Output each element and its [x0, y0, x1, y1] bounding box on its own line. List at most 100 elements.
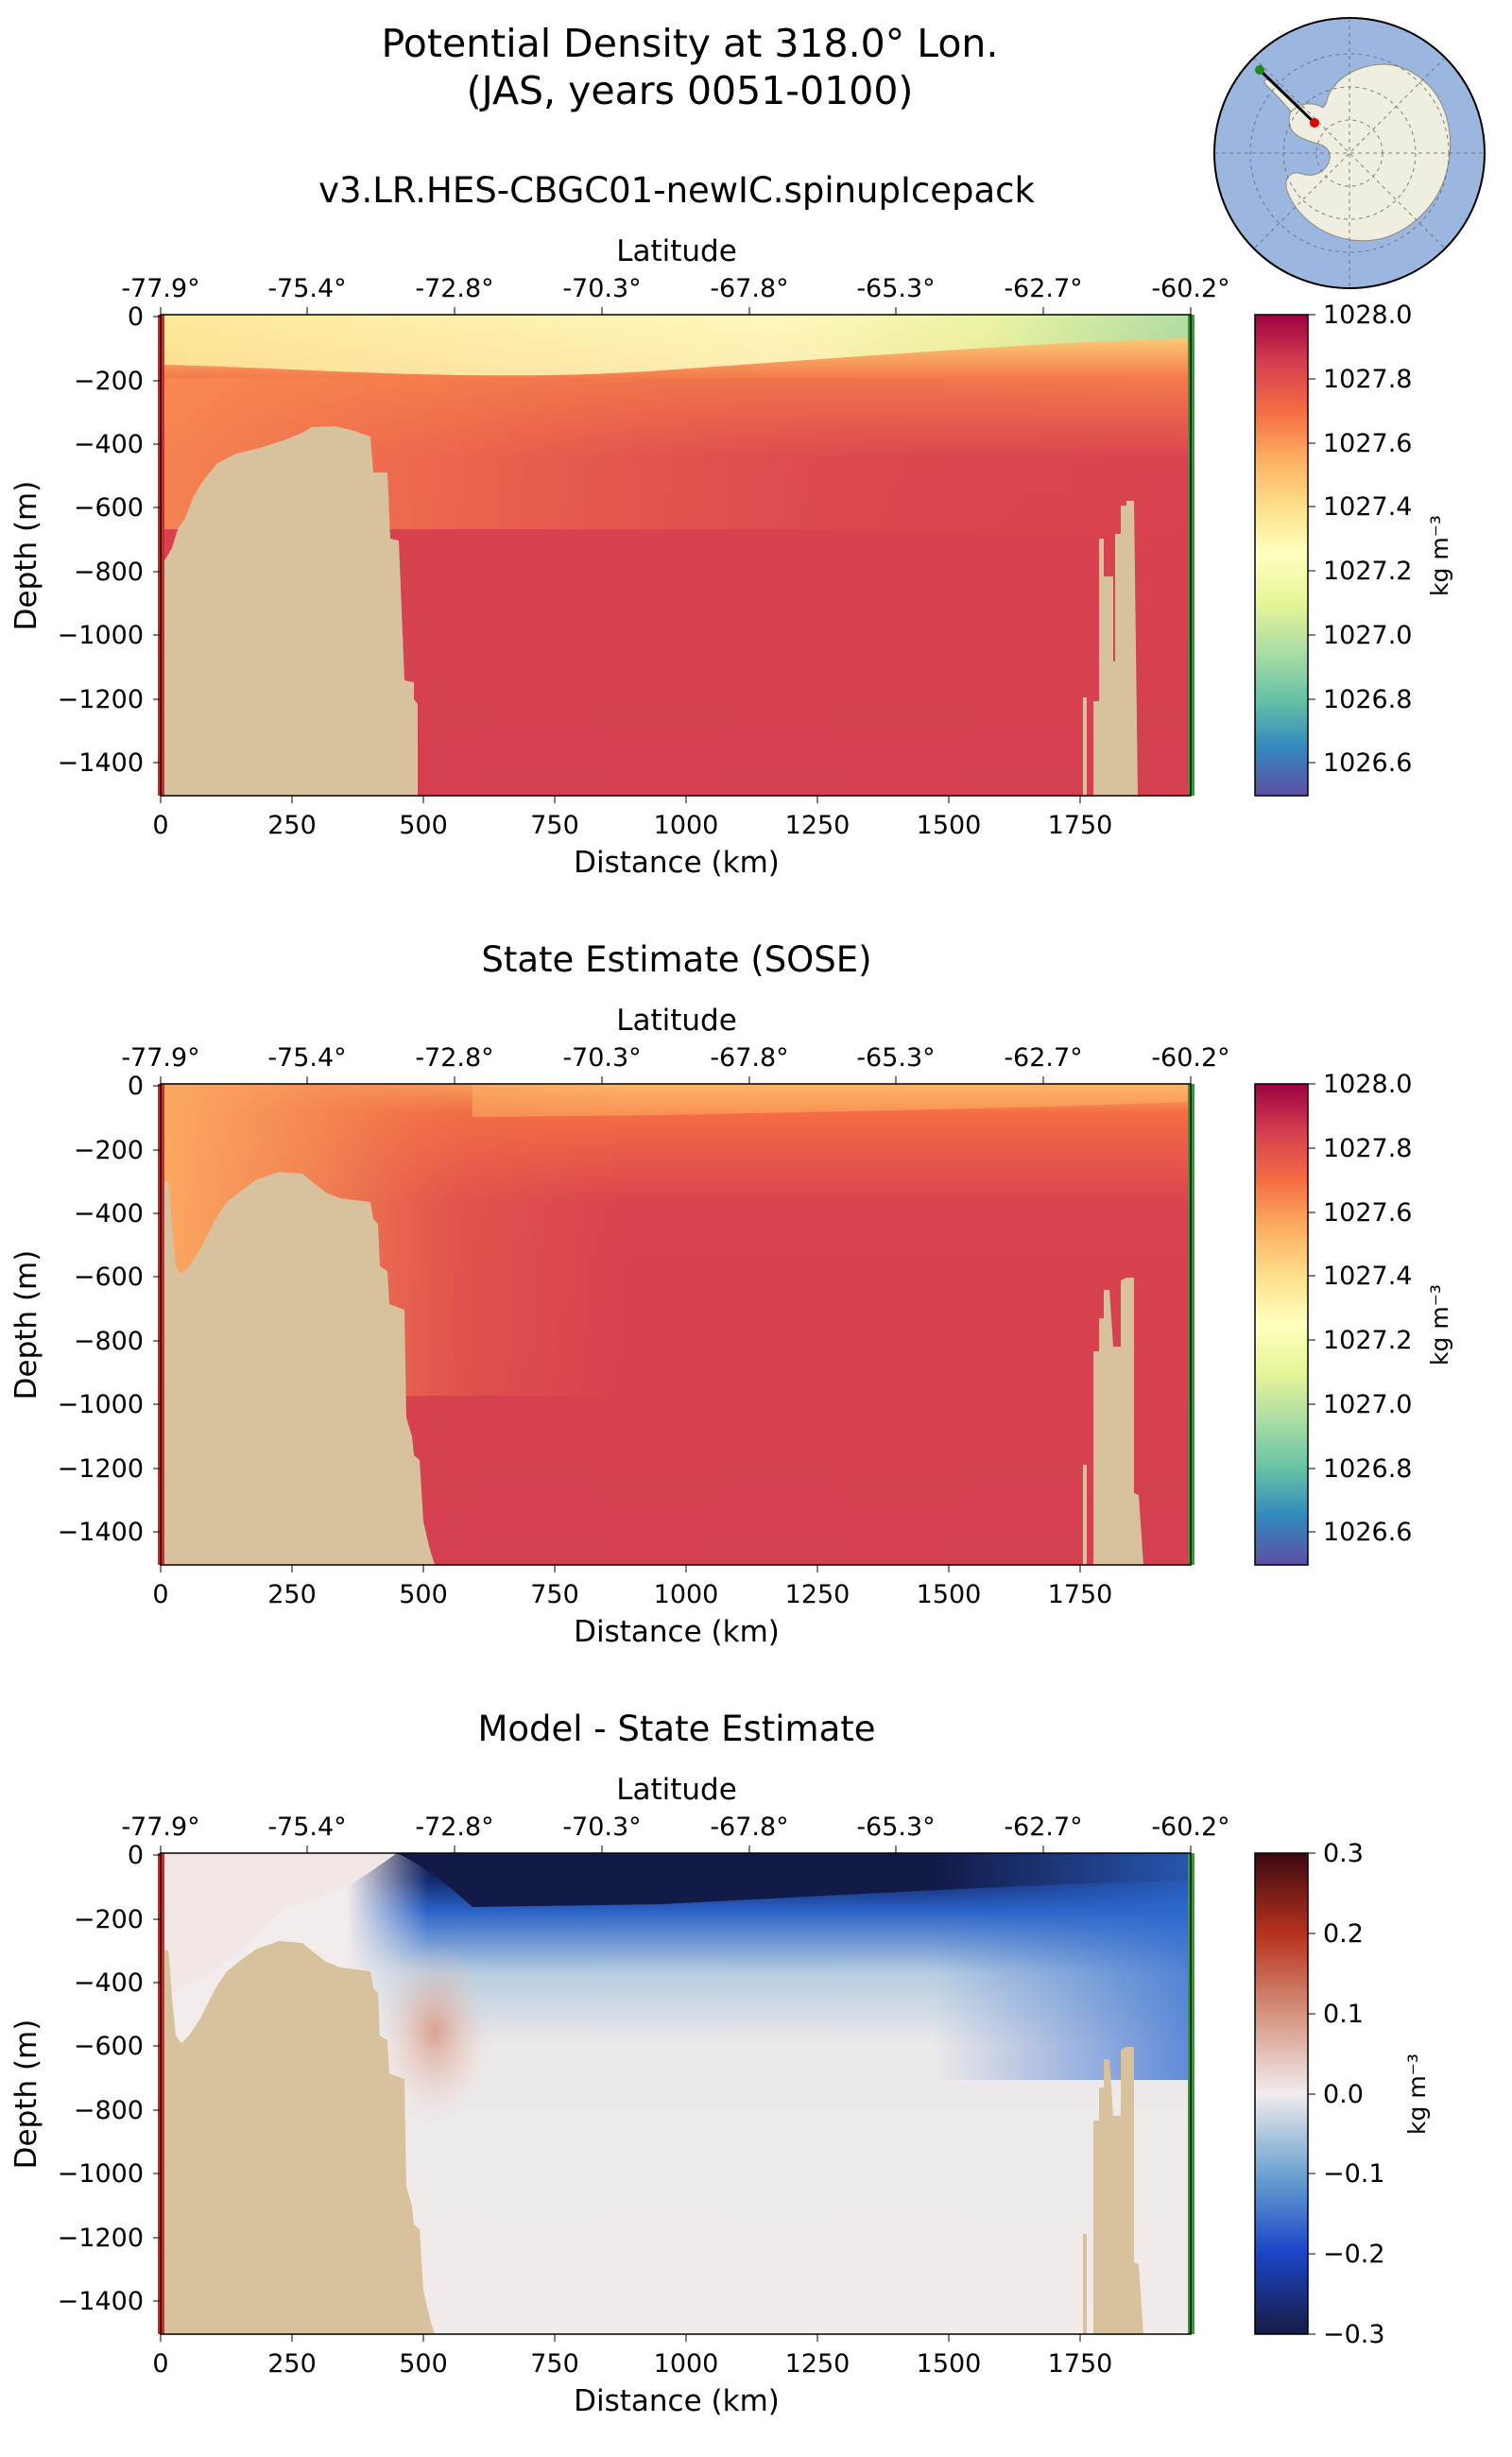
cb-tick: 0.2 [1308, 1919, 1364, 1949]
panel-diff-title: Model - State Estimate [477, 1709, 875, 1749]
panel-sose-lat-label: Latitude [616, 1004, 737, 1038]
cb-tick: 1027.6 [1308, 429, 1412, 458]
lat-tick: -77.9° [121, 1813, 200, 1853]
y-tick: −400 [74, 1199, 161, 1228]
y-tick: 0 [128, 1841, 161, 1870]
lat-tick: -75.4° [267, 1813, 347, 1853]
panel-diff-lat-label: Latitude [616, 1773, 737, 1807]
y-tick: −400 [74, 1968, 161, 1998]
cb-tick: 0.1 [1308, 2000, 1364, 2029]
y-tick: −1200 [58, 1454, 161, 1484]
cb-tick: 1026.6 [1308, 1518, 1412, 1547]
lat-tick: -62.7° [1004, 274, 1083, 315]
lat-tick: -67.8° [710, 1043, 789, 1084]
svg-text:−0.1: −0.1 [1323, 2159, 1385, 2189]
svg-text:1027.8: 1027.8 [1323, 365, 1412, 394]
panel-diff-xlabel: Distance (km) [574, 2384, 780, 2418]
panel-sose-ridge [1083, 1278, 1143, 1565]
svg-text:0: 0 [128, 1841, 144, 1870]
svg-text:1500: 1500 [917, 1580, 982, 1609]
cb-tick: 1027.2 [1308, 557, 1412, 586]
x-tick: 500 [399, 1565, 448, 1609]
svg-text:−1200: −1200 [58, 2224, 144, 2253]
svg-text:-62.7°: -62.7° [1004, 1043, 1082, 1073]
y-tick: −600 [74, 493, 161, 523]
svg-text:1500: 1500 [917, 811, 982, 840]
svg-text:750: 750 [530, 811, 579, 840]
y-tick: −800 [74, 1327, 161, 1356]
svg-text:1026.8: 1026.8 [1323, 685, 1412, 714]
x-tick: 0 [152, 2334, 169, 2379]
svg-text:1000: 1000 [654, 1580, 719, 1609]
svg-text:-67.8°: -67.8° [710, 1043, 788, 1073]
panel-model-xticks: 0 250 500 750 1000 1250 1500 1750 [152, 796, 1112, 840]
x-tick: 1250 [785, 1565, 850, 1609]
svg-text:−600: −600 [74, 493, 144, 523]
svg-text:1750: 1750 [1048, 1580, 1113, 1609]
cb-tick: 1027.8 [1308, 365, 1412, 394]
svg-text:−1200: −1200 [58, 685, 144, 714]
lat-tick: -62.7° [1004, 1043, 1083, 1084]
svg-text:-60.2°: -60.2° [1151, 1813, 1229, 1842]
svg-text:-62.7°: -62.7° [1004, 1813, 1082, 1842]
svg-text:-65.3°: -65.3° [856, 1813, 935, 1842]
svg-text:1750: 1750 [1048, 2349, 1113, 2379]
x-tick: 1750 [1048, 1565, 1113, 1609]
x-tick: 1250 [785, 796, 850, 840]
svg-text:0.3: 0.3 [1323, 1839, 1364, 1868]
svg-text:1027.2: 1027.2 [1323, 1326, 1412, 1355]
y-tick: −800 [74, 2096, 161, 2125]
svg-text:-70.3°: -70.3° [562, 274, 641, 303]
svg-text:500: 500 [399, 1580, 448, 1609]
svg-text:0.1: 0.1 [1323, 2000, 1364, 2029]
panel-sose-title: State Estimate (SOSE) [481, 939, 871, 980]
lat-tick: -77.9° [121, 1043, 200, 1084]
cb-tick: −0.2 [1308, 2240, 1385, 2269]
panel-diff-latticks: -77.9° -75.4° -72.8° -70.3° -67.8° -65.3… [121, 1813, 1230, 1853]
cb-tick: 0.0 [1308, 2080, 1364, 2109]
x-tick: 1250 [785, 2334, 850, 2379]
cb-tick: 1027.0 [1308, 1390, 1412, 1419]
map-section-line [1258, 68, 1316, 125]
cb-tick: 1027.4 [1308, 492, 1412, 522]
x-tick: 1000 [654, 796, 718, 840]
panel-diff-ylabel: Depth (m) [9, 2019, 43, 2170]
svg-text:−200: −200 [74, 367, 144, 396]
svg-text:-77.9°: -77.9° [121, 274, 199, 303]
lat-tick: -70.3° [562, 1813, 642, 1853]
cb-tick: 1026.8 [1308, 1454, 1412, 1484]
x-tick: 750 [530, 2334, 579, 2379]
svg-text:1028.0: 1028.0 [1323, 301, 1412, 330]
cb-tick: 0.3 [1308, 1839, 1364, 1868]
cb-tick: −0.1 [1308, 2159, 1385, 2189]
y-tick: −1400 [58, 1518, 161, 1547]
svg-text:-72.8°: -72.8° [415, 1043, 493, 1073]
svg-text:−1000: −1000 [58, 1390, 144, 1419]
lat-tick: -62.7° [1004, 1813, 1083, 1853]
panel-model-yticks: 0 −200 −400 −600 −800 −1000 −1200 −1400 [58, 302, 161, 778]
svg-text:−0.3: −0.3 [1323, 2320, 1385, 2349]
svg-text:0.0: 0.0 [1323, 2080, 1364, 2109]
cb-tick: 1026.6 [1308, 748, 1412, 778]
cb-tick: 1027.8 [1308, 1134, 1412, 1163]
svg-text:-72.8°: -72.8° [415, 1813, 493, 1842]
svg-text:−0.2: −0.2 [1323, 2240, 1385, 2269]
svg-text:1027.8: 1027.8 [1323, 1134, 1412, 1163]
x-tick: 1500 [917, 796, 982, 840]
svg-text:1250: 1250 [785, 811, 850, 840]
panel-diff: Model - State Estimate Latitude 0 250 50… [9, 1709, 1431, 2418]
svg-text:−800: −800 [74, 1327, 144, 1356]
x-tick: 250 [267, 1565, 317, 1609]
panel-model-xlabel: Distance (km) [574, 846, 780, 880]
lat-tick: -60.2° [1151, 274, 1230, 315]
y-tick: −200 [74, 367, 161, 396]
svg-text:-65.3°: -65.3° [856, 274, 935, 303]
cb-tick: 1027.2 [1308, 1326, 1412, 1355]
y-tick: −200 [74, 1905, 161, 1934]
svg-text:1028.0: 1028.0 [1323, 1070, 1412, 1099]
y-tick: −800 [74, 558, 161, 587]
svg-text:1750: 1750 [1048, 811, 1113, 840]
panel-sose-colorbar: 1028.0 1027.8 1027.6 1027.4 1027.2 1027.… [1254, 1070, 1453, 1566]
svg-text:−1400: −1400 [58, 2287, 144, 2316]
